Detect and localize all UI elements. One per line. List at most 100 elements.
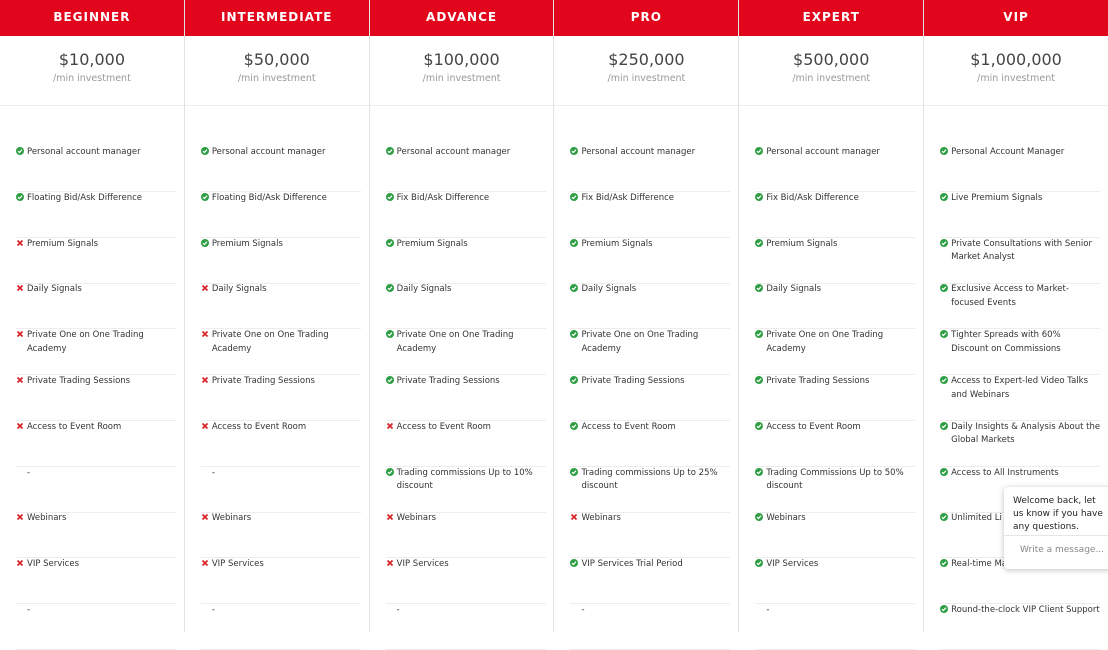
- feature-icon: [201, 605, 212, 649]
- feature-row: Premium Signals: [755, 238, 916, 284]
- feature-row: Personal account manager: [16, 146, 176, 192]
- feature-icon: [201, 513, 212, 557]
- feature-row: VIP Services: [755, 558, 916, 605]
- feature-icon: [570, 467, 581, 512]
- chat-input[interactable]: Write a message...: [1004, 535, 1108, 555]
- chat-widget[interactable]: Welcome back, let us know if you have an…: [1004, 487, 1108, 569]
- feature-row: VIP Services: [385, 558, 546, 605]
- feature-text: Webinars: [27, 513, 67, 524]
- feature-icon: [16, 468, 27, 512]
- plan-name[interactable]: VIP: [924, 0, 1108, 36]
- feature-row: Premium Signals: [385, 238, 546, 284]
- feature-icon: [940, 559, 951, 603]
- feature-icon: [570, 238, 581, 283]
- feature-row: Personal account manager: [570, 146, 731, 192]
- feature-text: Access to Event Room: [211, 421, 307, 432]
- feature-text: Webinars: [211, 513, 252, 524]
- feature-text: Private One on One Trading Academy: [396, 330, 514, 354]
- feature-icon: [201, 284, 212, 328]
- feature-row: Fix Bid/Ask Difference: [385, 192, 546, 238]
- feature-icon: [755, 147, 766, 191]
- plan-name[interactable]: BEGINNER: [0, 0, 184, 36]
- price-note: /min investment: [422, 73, 501, 84]
- feature-text: Trading commissions Up to 10% discount: [396, 467, 533, 492]
- feature-row: Exclusive Access to Market-focused Event…: [940, 283, 1101, 330]
- feature-row: Private Trading Sessions: [16, 375, 176, 421]
- feature-icon: [940, 147, 951, 191]
- plan-column: INTERMEDIATE $50,000/min investment Person…: [184, 0, 370, 650]
- feature-icon: [386, 605, 397, 649]
- price-note: /min investment: [977, 73, 1055, 84]
- feature-row: Webinars: [16, 512, 176, 559]
- feature-text: Access to All Instruments: [951, 467, 1059, 478]
- feature-row: Personal Account Manager: [940, 146, 1101, 192]
- feature-row: Personal account manager: [755, 146, 916, 192]
- feature-text: Access to Event Room: [581, 421, 676, 432]
- feature-icon: [200, 238, 212, 283]
- feature-text: Personal Account Manager: [951, 147, 1065, 157]
- feature-row: -: [16, 467, 176, 513]
- feature-row: -: [200, 604, 361, 650]
- feature-row: Premium Signals: [200, 238, 361, 284]
- feature-row: Tighter Spreads with 60% Discount on Com…: [940, 329, 1101, 376]
- plan-column: BEGINNER $10,000/min investment Personal a…: [0, 0, 185, 650]
- feature-text: Private One on One Trading Academy: [766, 330, 884, 354]
- feature-text: Private Trading Sessions: [211, 376, 315, 386]
- feature-icon: [201, 559, 212, 603]
- feature-text: Premium Signals: [27, 238, 99, 249]
- feature-text: Daily Signals: [211, 284, 267, 295]
- feature-icon: [201, 330, 212, 374]
- feature-icon: [755, 238, 766, 283]
- chat-message: Welcome back, let us know if you have an…: [1013, 496, 1103, 532]
- plan-name[interactable]: INTERMEDIATE: [184, 0, 369, 36]
- feature-text: Personal account manager: [766, 147, 880, 157]
- plan-name[interactable]: PRO: [554, 0, 739, 36]
- feature-text: Private Trading Sessions: [581, 376, 685, 386]
- feature-icon: [570, 192, 581, 237]
- feature-text: VIP Services: [211, 559, 264, 570]
- feature-row: Personal account manager: [200, 146, 361, 192]
- feature-row: Access to Expert-led Video Talks and Web…: [940, 375, 1101, 421]
- feature-icon: [385, 192, 397, 237]
- plan-price: $1,000,000: [970, 50, 1062, 69]
- plan-price: $10,000: [58, 50, 125, 69]
- feature-row: Daily Signals: [16, 283, 176, 330]
- feature-icon: [940, 330, 951, 374]
- plan-price: $50,000: [243, 50, 310, 69]
- feature-row: Personal account manager: [385, 146, 546, 192]
- feature-text: Personal account manager: [396, 147, 511, 157]
- feature-row: Private Trading Sessions: [570, 375, 731, 421]
- feature-row: Private One on One Trading Academy: [385, 329, 546, 376]
- feature-row: Private One on One Trading Academy: [16, 329, 176, 376]
- feature-icon: [755, 330, 766, 374]
- feature-icon: [200, 147, 212, 191]
- feature-text: Personal account manager: [581, 147, 696, 157]
- feature-text: Private Consultations with Senior Market…: [951, 238, 1092, 263]
- feature-row: Private Trading Sessions: [755, 375, 916, 421]
- feature-text: Private One on One Trading Academy: [27, 330, 144, 354]
- feature-row: Private Consultations with Senior Market…: [940, 238, 1101, 284]
- feature-row: Trading commissions Up to 10% discount: [385, 467, 546, 513]
- feature-row: -: [755, 604, 916, 650]
- feature-row: Webinars: [200, 512, 361, 559]
- feature-icon: [755, 192, 766, 237]
- plan-column: ADVANCE $100,000/min investment Personal a…: [369, 0, 555, 650]
- feature-row: Fix Bid/Ask Difference: [755, 192, 916, 238]
- feature-icon: [755, 376, 766, 420]
- plan-price: $100,000: [423, 50, 500, 69]
- plan-name[interactable]: ADVANCE: [369, 0, 554, 36]
- feature-row: Private Trading Sessions: [200, 375, 361, 421]
- feature-text: -: [211, 605, 215, 615]
- feature-icon: [570, 330, 581, 374]
- feature-icon: [570, 605, 581, 649]
- feature-text: Round-the-clock VIP Client Support: [951, 605, 1100, 615]
- price-note: /min investment: [792, 73, 871, 84]
- feature-text: Premium Signals: [211, 238, 283, 249]
- feature-row: Daily Signals: [570, 283, 731, 330]
- price-box: $50,000/min investment: [184, 36, 369, 106]
- feature-icon: [940, 467, 951, 512]
- plan-name[interactable]: EXPERT: [739, 0, 924, 36]
- feature-text: Trading Commissions Up to 50% discount: [766, 467, 904, 492]
